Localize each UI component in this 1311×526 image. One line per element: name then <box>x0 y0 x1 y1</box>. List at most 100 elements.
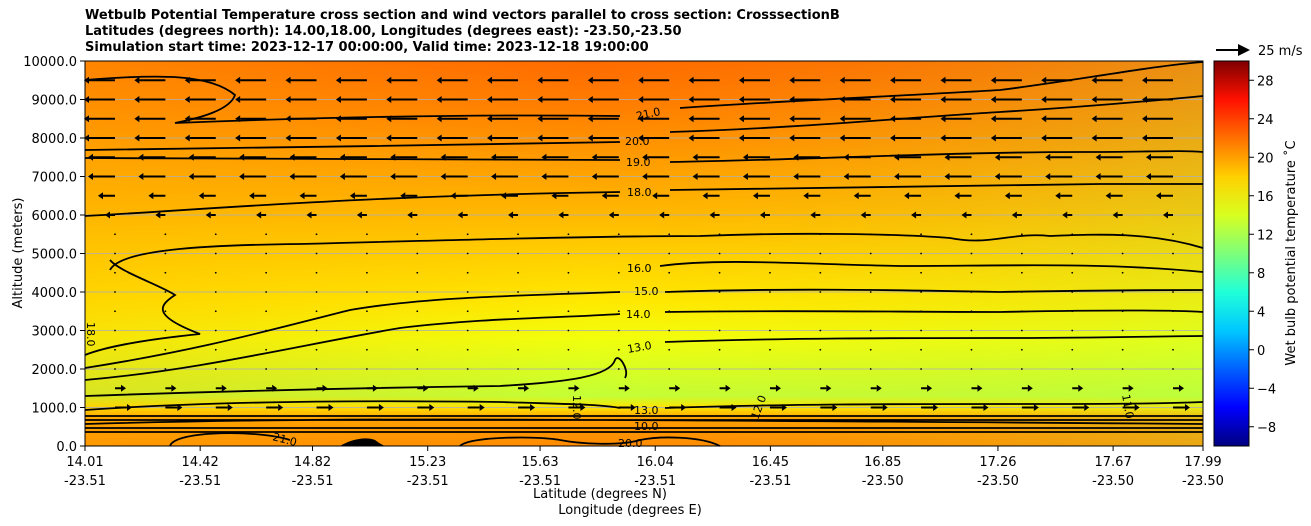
wind-vector <box>1121 310 1124 313</box>
wind-vector <box>668 271 671 274</box>
wind-vector-head <box>1045 153 1051 161</box>
wind-vectors <box>84 76 1190 411</box>
x-tick-label-lon: -23.50 <box>1092 474 1134 489</box>
wind-vector-head <box>1142 76 1147 84</box>
wind-vector-head <box>1156 192 1161 200</box>
wind-vector-head <box>184 96 190 103</box>
wind-vector <box>214 348 217 351</box>
x-tick-label-lon: -23.50 <box>1182 474 1224 489</box>
wind-vector-head <box>335 134 341 142</box>
x-tick-label-lat: 16.45 <box>752 455 789 470</box>
wind-vector <box>265 348 268 351</box>
wind-vector-head <box>537 115 543 123</box>
wind-vector-head <box>134 96 140 103</box>
y-tick-label: 3000.0 <box>32 325 78 340</box>
wind-vector <box>567 310 570 313</box>
colorbar-tick-label: −8 <box>1257 421 1276 436</box>
wind-vector-head <box>692 173 698 180</box>
wind-vector <box>1172 348 1174 351</box>
wind-vector-head <box>84 134 89 142</box>
wind-vector <box>517 271 519 274</box>
wind-vector <box>869 368 872 370</box>
wind-vector-head <box>642 153 648 161</box>
wind-vector-head <box>188 173 194 180</box>
colorbar-label: Wet bulb potential temperature ˚C <box>1283 140 1299 365</box>
wind-vector-head <box>1041 134 1047 142</box>
wind-vector-head <box>537 76 543 84</box>
wind-vector <box>114 348 116 351</box>
wind-vector <box>769 329 771 332</box>
wind-vector-head <box>738 96 744 103</box>
wind-vector <box>769 271 771 274</box>
wind-vector <box>1020 329 1023 332</box>
wind-vector <box>214 233 217 236</box>
wind-vector <box>617 329 620 332</box>
wind-vector <box>567 252 570 255</box>
wind-vector <box>214 291 217 293</box>
wind-vector-head <box>1134 404 1140 411</box>
wind-vector-head <box>890 76 896 84</box>
wind-vector <box>1121 252 1124 255</box>
wind-vector <box>1172 310 1174 313</box>
wind-vector <box>718 291 721 293</box>
wind-vector <box>567 329 570 332</box>
wind-vector <box>517 329 519 332</box>
wind-vector-head <box>580 404 586 411</box>
wind-vector-head <box>134 115 140 123</box>
wind-vector <box>466 291 469 293</box>
wind-vector-head <box>1033 404 1039 411</box>
wind-vector <box>869 348 872 351</box>
wind-vector-head <box>826 384 832 392</box>
wind-vector-head <box>541 173 547 180</box>
wind-vector-head <box>990 134 996 142</box>
wind-vector-head <box>954 192 960 200</box>
wind-vector-head <box>235 96 241 103</box>
wind-vector-head <box>84 96 89 103</box>
wind-vector-head <box>1095 153 1101 161</box>
x-axis-label: Latitude (degrees N) <box>533 487 667 502</box>
wind-vector-head <box>88 153 93 161</box>
wind-vector-head <box>688 76 694 84</box>
wind-vector-head <box>188 153 194 161</box>
wind-vector <box>366 291 368 293</box>
wind-vector-head <box>659 211 665 219</box>
wind-vector-head <box>601 192 607 200</box>
wind-vector-head <box>890 115 896 123</box>
x-tick-label-lon: -23.50 <box>862 474 904 489</box>
wind-vector-head <box>84 115 89 123</box>
wind-vector <box>1121 348 1124 351</box>
wind-vector-head <box>1163 211 1168 219</box>
wind-vector <box>164 233 167 236</box>
wind-vector <box>718 252 721 255</box>
wind-vector <box>416 329 419 332</box>
wind-vector <box>416 233 419 236</box>
wind-vector-head <box>440 153 446 161</box>
wind-vector-head <box>349 192 355 200</box>
wind-vector-head <box>630 404 636 411</box>
wind-vector-head <box>551 192 557 200</box>
wind-vector <box>970 329 973 332</box>
x-tick-label-lat: 14.82 <box>294 455 331 470</box>
wind-vector <box>416 271 419 274</box>
wind-vector-head <box>803 192 809 200</box>
wind-vector <box>1071 329 1074 332</box>
wind-vector-head <box>890 134 896 142</box>
wind-vector <box>214 329 217 332</box>
wind-vector-head <box>436 76 442 84</box>
wind-vector-head <box>487 115 493 123</box>
wind-vector <box>1071 271 1074 274</box>
wind-vector-head <box>339 173 345 180</box>
x-tick-label-lon: -23.51 <box>179 474 221 489</box>
wind-vector <box>920 329 922 332</box>
wind-vector <box>567 291 570 293</box>
contour-label-21-bottom: 21.0 <box>271 430 298 449</box>
wind-vector-head <box>487 134 493 142</box>
wind-vector-head <box>681 404 687 411</box>
wind-vector-head <box>138 173 144 180</box>
wind-vector-head <box>487 96 493 103</box>
colorbar-tick-label: −4 <box>1257 382 1276 397</box>
wind-vector <box>416 310 419 313</box>
wind-vector-head <box>1041 76 1047 84</box>
wind-vector-head <box>473 384 479 392</box>
